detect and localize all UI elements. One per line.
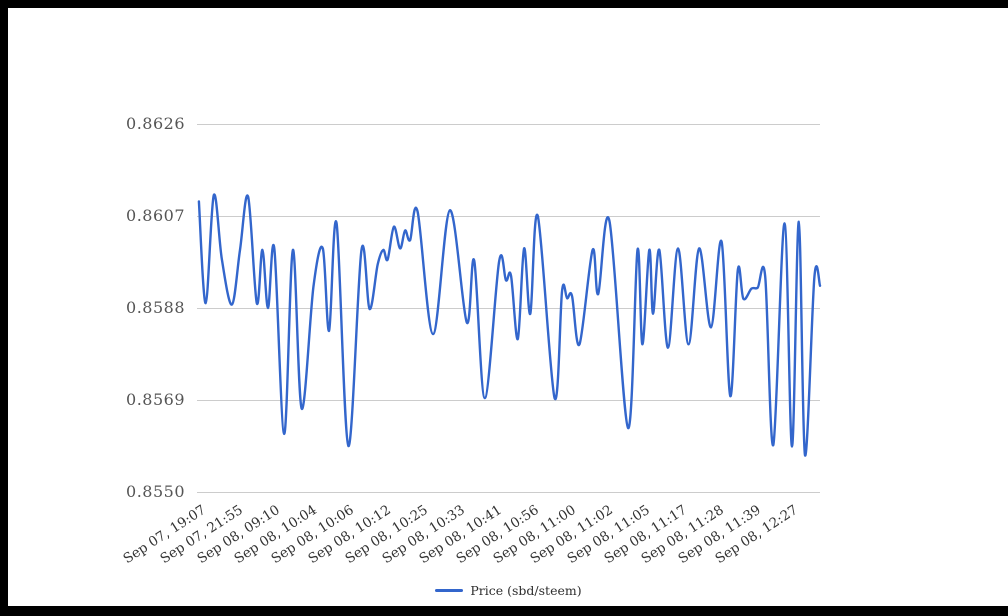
chart-legend: Price (sbd/steem) [197, 583, 820, 598]
plot-area [197, 124, 822, 493]
frame-border-left [0, 0, 8, 616]
y-axis-label: 0.8626 [126, 114, 185, 133]
y-axis-label: 0.8550 [126, 482, 185, 501]
price-line-series [197, 193, 822, 457]
gridlines [197, 124, 820, 493]
frame-border-bottom [0, 606, 1008, 616]
y-axis-label: 0.8588 [126, 298, 185, 317]
y-axis-label: 0.8607 [126, 206, 185, 225]
y-axis-label: 0.8569 [126, 390, 185, 409]
frame-border-top [0, 0, 1008, 8]
legend-line-icon [435, 589, 464, 592]
chart-canvas [197, 124, 822, 493]
legend-label: Price (sbd/steem) [470, 583, 582, 598]
